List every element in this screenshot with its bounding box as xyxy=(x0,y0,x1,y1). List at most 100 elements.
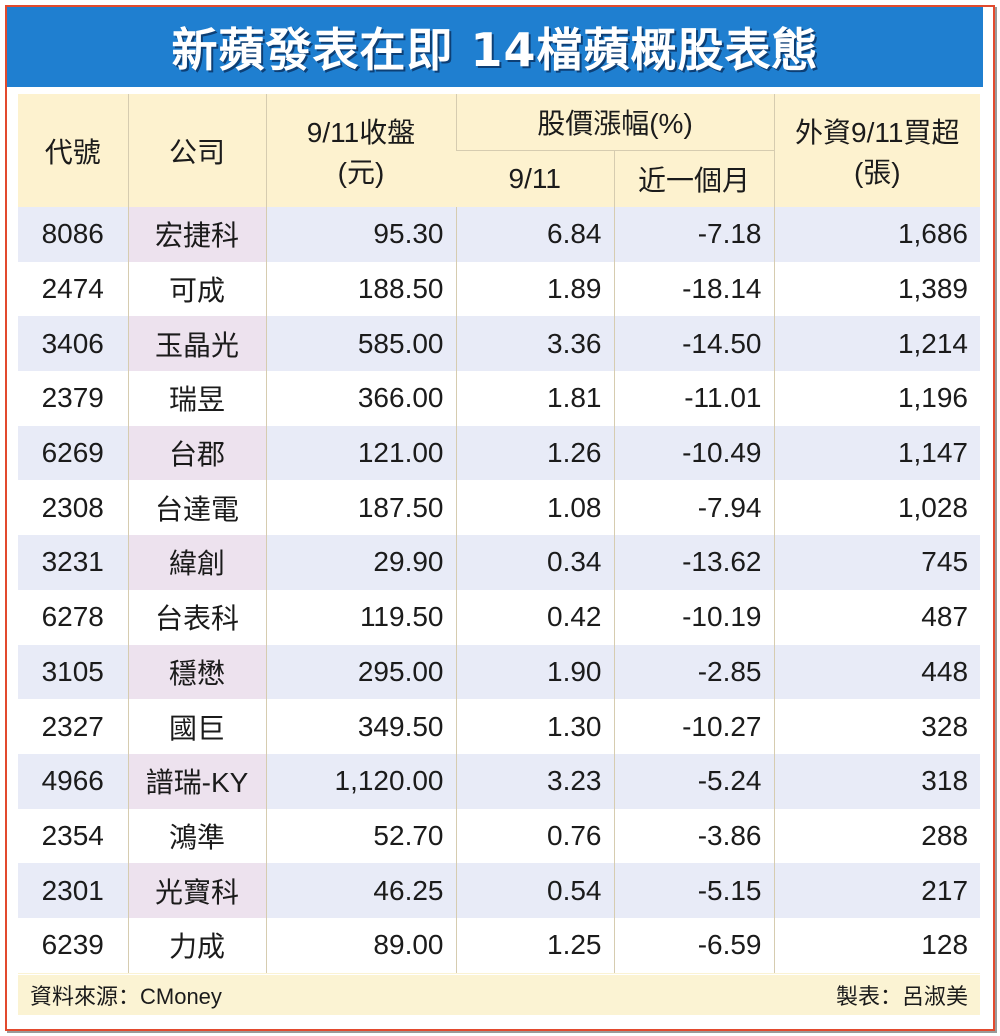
cell-foreign: 1,028 xyxy=(773,480,981,536)
header-foreign-line2: (張) xyxy=(853,156,901,188)
cell-change-month: -6.59 xyxy=(613,917,775,973)
author-credit: 製表：呂淑美 xyxy=(835,984,968,1009)
cell-code: 8086 xyxy=(18,207,128,262)
cell-foreign: 1,686 xyxy=(773,207,981,262)
cell-change-day: 0.54 xyxy=(455,863,614,918)
cell-code: 3105 xyxy=(18,644,128,700)
cell-code: 2354 xyxy=(18,808,128,864)
cell-company: 可成 xyxy=(127,261,266,317)
cell-change-month: -18.14 xyxy=(613,261,775,317)
cell-change-day: 0.42 xyxy=(455,589,614,645)
cell-code: 6239 xyxy=(18,917,128,973)
table-row: 6239 力成 89.00 1.25 -6.59 128 xyxy=(18,917,981,973)
cell-change-month: -14.50 xyxy=(613,316,775,372)
cell-company: 譜瑞-KY xyxy=(127,753,266,809)
cell-change-day: 0.34 xyxy=(455,535,614,590)
cell-foreign: 487 xyxy=(773,589,981,645)
table-row: 2301 光寶科 46.25 0.54 -5.15 217 xyxy=(18,863,981,918)
cell-change-month: -13.62 xyxy=(613,535,775,590)
cell-change-month: -7.18 xyxy=(613,207,775,262)
cell-foreign: 328 xyxy=(773,699,981,754)
header-change-group: 股價漲幅(%) xyxy=(455,94,775,151)
header-code: 代號 xyxy=(18,94,128,207)
table-row: 3406 玉晶光 585.00 3.36 -14.50 1,214 xyxy=(18,316,981,372)
source-credit: 資料來源：CMoney xyxy=(30,984,222,1009)
table-row: 2354 鴻準 52.70 0.76 -3.86 288 xyxy=(18,808,981,864)
cell-change-month: -10.27 xyxy=(613,699,775,754)
cell-company: 台表科 xyxy=(127,589,266,645)
cell-foreign: 217 xyxy=(773,863,981,918)
cell-close: 366.00 xyxy=(265,371,456,426)
cell-change-month: -3.86 xyxy=(613,808,775,864)
cell-company: 台郡 xyxy=(127,425,266,481)
cell-foreign: 1,147 xyxy=(773,425,981,481)
cell-close: 95.30 xyxy=(265,207,456,262)
cell-close: 1,120.00 xyxy=(265,753,456,809)
cell-change-month: -10.19 xyxy=(613,589,775,645)
table-row: 6278 台表科 119.50 0.42 -10.19 487 xyxy=(18,589,981,645)
page-title: 新蘋發表在即 14檔蘋概股表態 xyxy=(7,7,983,87)
cell-change-day: 3.36 xyxy=(455,316,614,372)
header-close: 9/11收盤 (元) xyxy=(265,94,456,207)
cell-change-day: 1.89 xyxy=(455,261,614,317)
cell-change-month: -7.94 xyxy=(613,480,775,536)
cell-foreign: 288 xyxy=(773,808,981,864)
header-change-day: 9/11 xyxy=(456,150,614,207)
cell-code: 3231 xyxy=(18,535,128,590)
table-row: 3105 穩懋 295.00 1.90 -2.85 448 xyxy=(18,644,981,700)
cell-close: 188.50 xyxy=(265,261,456,317)
cell-close: 46.25 xyxy=(265,863,456,918)
cell-change-month: -5.24 xyxy=(613,753,775,809)
title-text: 新蘋發表在即 14檔蘋概股表態 xyxy=(171,23,819,77)
cell-change-month: -11.01 xyxy=(613,371,775,426)
stock-table-container: 代號 公司 9/11收盤 (元) 股價漲幅(%) 外資9/11買超 (張) 9/… xyxy=(18,94,981,974)
cell-code: 2301 xyxy=(18,863,128,918)
cell-code: 2379 xyxy=(18,371,128,426)
cell-change-day: 1.08 xyxy=(455,480,614,536)
cell-foreign: 1,214 xyxy=(773,316,981,372)
cell-change-day: 0.76 xyxy=(455,808,614,864)
cell-company: 鴻準 xyxy=(127,808,266,864)
table-header: 代號 公司 9/11收盤 (元) 股價漲幅(%) 外資9/11買超 (張) 9/… xyxy=(18,94,981,207)
cell-change-month: -5.15 xyxy=(613,863,775,918)
cell-close: 121.00 xyxy=(265,425,456,481)
cell-close: 295.00 xyxy=(265,644,456,700)
cell-foreign: 128 xyxy=(773,917,981,973)
table-row: 2308 台達電 187.50 1.08 -7.94 1,028 xyxy=(18,480,981,536)
cell-change-day: 1.30 xyxy=(455,699,614,754)
cell-close: 349.50 xyxy=(265,699,456,754)
cell-foreign: 745 xyxy=(773,535,981,590)
stock-table: 代號 公司 9/11收盤 (元) 股價漲幅(%) 外資9/11買超 (張) 9/… xyxy=(18,94,981,973)
cell-close: 585.00 xyxy=(265,316,456,372)
cell-close: 29.90 xyxy=(265,535,456,590)
cell-change-day: 6.84 xyxy=(455,207,614,262)
table-row: 2379 瑞昱 366.00 1.81 -11.01 1,196 xyxy=(18,371,981,426)
cell-company: 瑞昱 xyxy=(127,371,266,426)
table-row: 8086 宏捷科 95.30 6.84 -7.18 1,686 xyxy=(18,207,981,262)
table-row: 2474 可成 188.50 1.89 -18.14 1,389 xyxy=(18,261,981,317)
header-close-line2: (元) xyxy=(337,156,385,188)
cell-close: 52.70 xyxy=(265,808,456,864)
cell-code: 2474 xyxy=(18,261,128,317)
cell-foreign: 1,389 xyxy=(773,261,981,317)
cell-change-day: 1.81 xyxy=(455,371,614,426)
cell-code: 4966 xyxy=(18,753,128,809)
cell-company: 穩懋 xyxy=(127,644,266,700)
cell-company: 宏捷科 xyxy=(127,207,266,262)
table-body: 8086 宏捷科 95.30 6.84 -7.18 1,686 2474 可成 188.50 1.… xyxy=(18,207,981,973)
table-row: 2327 國巨 349.50 1.30 -10.27 328 xyxy=(18,699,981,754)
cell-foreign: 318 xyxy=(773,753,981,809)
header-close-line1: 9/11收盤 xyxy=(306,116,416,148)
cell-company: 緯創 xyxy=(127,535,266,590)
cell-change-day: 1.25 xyxy=(455,917,614,973)
header-foreign: 外資9/11買超 (張) xyxy=(773,94,981,207)
cell-company: 力成 xyxy=(127,917,266,973)
cell-company: 玉晶光 xyxy=(127,316,266,372)
header-company: 公司 xyxy=(127,94,266,207)
header-foreign-line1: 外資9/11買超 xyxy=(795,116,960,148)
cell-company: 國巨 xyxy=(127,699,266,754)
cell-change-day: 3.23 xyxy=(455,753,614,809)
cell-change-day: 1.90 xyxy=(455,644,614,700)
cell-close: 119.50 xyxy=(265,589,456,645)
footer: 資料來源：CMoney 製表：呂淑美 xyxy=(18,975,980,1015)
